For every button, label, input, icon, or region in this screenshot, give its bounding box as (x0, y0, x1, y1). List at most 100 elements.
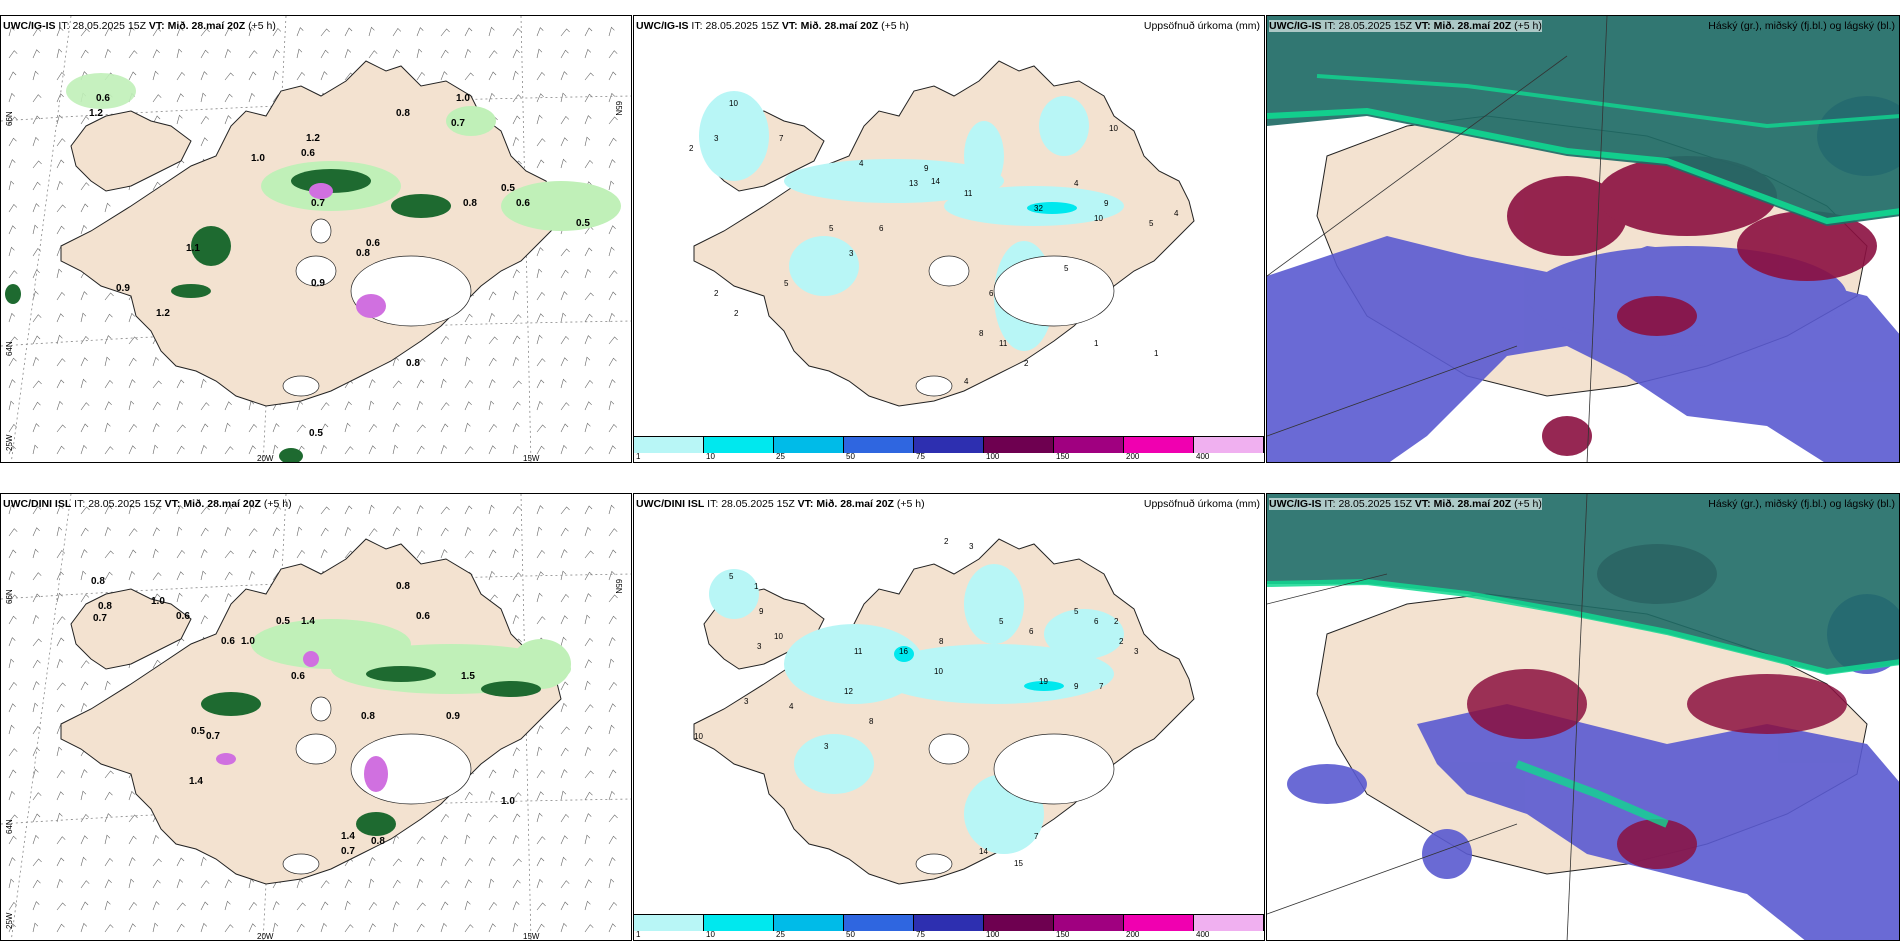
svg-text:0.8: 0.8 (371, 836, 385, 847)
wind-barb (152, 879, 161, 889)
wind-barb (8, 71, 17, 81)
svg-text:3: 3 (744, 697, 749, 706)
wind-barb (392, 49, 400, 59)
wind-barb (176, 592, 183, 603)
wind-barb (8, 92, 16, 103)
wind-barb (536, 291, 546, 301)
wind-barb (56, 71, 66, 81)
svg-text:0.9: 0.9 (311, 278, 325, 289)
wind-barb (464, 857, 474, 867)
wind-barb (344, 422, 351, 433)
svg-text:1.5: 1.5 (461, 671, 475, 682)
wind-barb (440, 880, 450, 889)
wind-barb (56, 27, 64, 37)
wind-barb (56, 400, 64, 411)
wind-barb (152, 444, 159, 455)
colorbar-swatch (704, 437, 774, 453)
wind-barb (608, 116, 618, 125)
wind-barb (440, 71, 448, 81)
wind-barb (536, 857, 545, 867)
wind-barb (536, 334, 543, 345)
wind-barb (128, 901, 138, 911)
wind-barb (416, 48, 423, 59)
wind-barb (368, 901, 378, 911)
wind-barb (344, 505, 353, 515)
wind-barb (224, 93, 233, 103)
svg-text:3: 3 (1134, 647, 1139, 656)
wind-barb (440, 549, 448, 559)
wind-barb (320, 423, 329, 433)
wind-barb (536, 400, 544, 411)
svg-text:5: 5 (784, 279, 789, 288)
wind-barb (104, 879, 112, 889)
wind-barb (512, 527, 520, 537)
wind-barb (32, 681, 40, 691)
wind-barb (248, 528, 258, 537)
wind-barb (512, 401, 521, 411)
wind-barb (296, 902, 306, 911)
wind-barb (8, 336, 18, 345)
wind-barb (440, 423, 449, 433)
wind-barb (560, 769, 568, 779)
wind-barb (104, 48, 112, 59)
wind-barb (224, 924, 234, 933)
colorbar-swatch (634, 915, 704, 931)
wind-barb (464, 356, 471, 367)
wind-barb (80, 378, 87, 389)
wind-barb (104, 356, 111, 367)
svg-text:32: 32 (1034, 204, 1043, 213)
wind-barb (608, 814, 618, 823)
wind-barb (488, 857, 496, 867)
lat-tick: 64N (5, 341, 14, 356)
wind-barb (320, 880, 330, 889)
wind-barb (200, 378, 207, 389)
precip-colorbar: 1 10 25 50 75 100 150 200 400 (634, 914, 1264, 940)
wind-barb (152, 659, 161, 669)
rain-amount-labels: 0.6 1.2 1.0 0.7 1.2 0.6 0.8 0.7 0.6 0.5 … (89, 93, 590, 439)
wind-barb (80, 357, 88, 367)
wind-barb (8, 923, 16, 933)
svg-text:12: 12 (844, 687, 853, 696)
wind-barb (200, 49, 209, 59)
wind-barb (8, 203, 18, 213)
wind-barb (104, 770, 114, 779)
wind-barb (368, 26, 375, 37)
wind-barb (200, 115, 210, 125)
wind-barb (56, 313, 64, 323)
wind-barb (368, 923, 376, 933)
wind-barb (152, 49, 160, 59)
lat-tick: 65N (614, 579, 623, 594)
graticule (1, 16, 631, 462)
wind-barb (584, 834, 591, 845)
wind-barb (56, 334, 63, 345)
wind-barb (176, 114, 183, 125)
wind-barb (584, 770, 594, 779)
wind-barb (56, 812, 63, 823)
wind-barb (560, 636, 567, 647)
wind-barb (608, 790, 616, 801)
panel-header: UWC/IG-IS IT: 28.05.2025 15Z VT: Mið. 28… (636, 20, 909, 32)
wind-barb (440, 357, 448, 367)
svg-text:0.6: 0.6 (516, 198, 530, 209)
colorbar-swatch (1054, 437, 1124, 453)
wind-barb (608, 180, 615, 191)
colorbar-label: 400 (1196, 452, 1210, 461)
lat-tick: 25W (5, 912, 14, 929)
wind-barb (80, 506, 90, 515)
wind-barb (176, 549, 186, 559)
wind-barb (152, 356, 160, 367)
wind-barb (488, 504, 495, 515)
wind-barb (248, 570, 256, 581)
wind-barb (56, 225, 65, 235)
colorbar-label: 50 (846, 452, 855, 461)
wind-barb (104, 292, 114, 301)
svg-text:8: 8 (979, 329, 984, 338)
svg-text:0.5: 0.5 (191, 726, 205, 737)
wind-barb (152, 401, 161, 411)
wind-barb (296, 424, 306, 433)
svg-text:1.2: 1.2 (89, 108, 103, 119)
wind-barb (560, 158, 567, 169)
wind-barb (128, 357, 137, 367)
wind-barb (80, 681, 89, 691)
wind-barb (512, 572, 522, 581)
